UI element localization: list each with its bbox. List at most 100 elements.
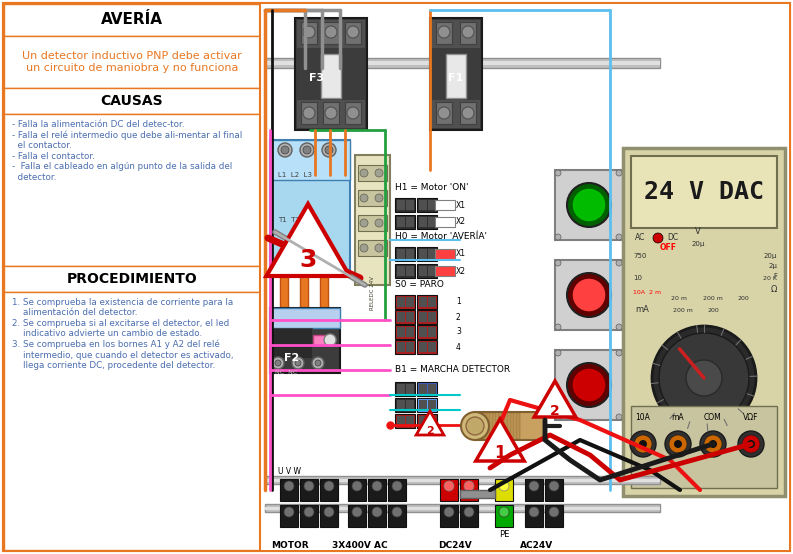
Bar bbox=[555, 350, 623, 420]
Text: 10A  2 m: 10A 2 m bbox=[633, 290, 661, 295]
Circle shape bbox=[438, 26, 450, 38]
Bar bbox=[406, 342, 414, 352]
Bar bbox=[417, 310, 437, 324]
Circle shape bbox=[303, 146, 311, 154]
Circle shape bbox=[444, 507, 454, 517]
Bar bbox=[358, 215, 387, 231]
Bar bbox=[460, 479, 478, 501]
Bar bbox=[460, 22, 476, 44]
Bar bbox=[395, 215, 415, 229]
Bar bbox=[397, 200, 405, 210]
Bar bbox=[406, 249, 414, 259]
Circle shape bbox=[567, 183, 611, 227]
Bar bbox=[397, 327, 405, 337]
Polygon shape bbox=[476, 419, 524, 461]
Text: X1: X1 bbox=[456, 249, 466, 259]
Bar bbox=[623, 148, 785, 496]
Circle shape bbox=[375, 194, 383, 202]
Circle shape bbox=[653, 233, 663, 243]
Bar bbox=[435, 249, 455, 259]
Circle shape bbox=[464, 507, 474, 517]
Bar bbox=[428, 384, 436, 394]
Circle shape bbox=[659, 333, 749, 423]
Bar bbox=[417, 295, 437, 309]
Bar bbox=[280, 505, 298, 527]
Bar bbox=[435, 266, 455, 276]
Bar bbox=[435, 217, 455, 227]
Bar bbox=[504, 413, 508, 439]
Text: T1  T2  T3: T1 T2 T3 bbox=[278, 217, 313, 223]
Text: AC: AC bbox=[635, 233, 646, 243]
Polygon shape bbox=[266, 204, 350, 276]
Bar bbox=[419, 384, 427, 394]
Text: Un detector inductivo PNP debe activar
un circuito de maniobra y no funciona: Un detector inductivo PNP debe activar u… bbox=[22, 51, 242, 73]
Text: CAUSAS: CAUSAS bbox=[101, 94, 163, 108]
Bar bbox=[417, 215, 437, 229]
Bar bbox=[435, 200, 455, 210]
Bar bbox=[270, 308, 340, 328]
Bar bbox=[419, 327, 427, 337]
Bar bbox=[265, 504, 660, 512]
Bar bbox=[417, 340, 437, 354]
Circle shape bbox=[360, 194, 368, 202]
Circle shape bbox=[281, 146, 289, 154]
Bar bbox=[428, 266, 436, 276]
Circle shape bbox=[616, 350, 622, 356]
Circle shape bbox=[300, 253, 314, 267]
Bar bbox=[265, 58, 660, 68]
Text: 200 m: 200 m bbox=[703, 295, 723, 300]
Bar bbox=[460, 102, 476, 124]
Circle shape bbox=[392, 507, 402, 517]
Bar bbox=[270, 308, 340, 373]
Bar bbox=[419, 342, 427, 352]
Circle shape bbox=[278, 143, 292, 157]
Bar bbox=[525, 479, 543, 501]
Circle shape bbox=[444, 481, 454, 491]
Text: - Falla la alimentación DC del detec-tor.
- Falla el relé intermedio que debe al: - Falla la alimentación DC del detec-tor… bbox=[12, 120, 242, 182]
Circle shape bbox=[686, 360, 722, 396]
Circle shape bbox=[284, 481, 294, 491]
Bar bbox=[4, 292, 260, 550]
Bar bbox=[428, 297, 436, 307]
Bar bbox=[397, 217, 405, 227]
Text: X2: X2 bbox=[456, 266, 466, 275]
Bar bbox=[419, 249, 427, 259]
Circle shape bbox=[466, 417, 484, 435]
Circle shape bbox=[572, 368, 606, 402]
Bar bbox=[432, 20, 480, 48]
Bar bbox=[358, 240, 387, 256]
Text: 2: 2 bbox=[456, 312, 461, 321]
Text: COM: COM bbox=[704, 413, 722, 423]
Bar bbox=[555, 260, 623, 330]
Text: 200 m: 200 m bbox=[673, 307, 693, 312]
Text: 200: 200 bbox=[708, 307, 720, 312]
Bar bbox=[631, 156, 777, 228]
Circle shape bbox=[652, 326, 756, 430]
Bar bbox=[406, 400, 414, 410]
Bar bbox=[397, 297, 405, 307]
Bar bbox=[516, 413, 520, 439]
Bar bbox=[397, 400, 405, 410]
Circle shape bbox=[529, 481, 539, 491]
Bar bbox=[406, 217, 414, 227]
Bar bbox=[495, 479, 513, 501]
Bar bbox=[440, 479, 458, 501]
Circle shape bbox=[324, 507, 334, 517]
Bar bbox=[265, 507, 660, 510]
Bar bbox=[428, 249, 436, 259]
Bar bbox=[397, 342, 405, 352]
Circle shape bbox=[438, 107, 450, 119]
Text: DC24V: DC24V bbox=[438, 541, 472, 550]
Bar bbox=[525, 505, 543, 527]
Bar bbox=[417, 398, 437, 412]
Text: 20µ: 20µ bbox=[691, 241, 705, 247]
Bar bbox=[280, 479, 298, 501]
Text: X1: X1 bbox=[456, 201, 466, 209]
Circle shape bbox=[281, 256, 289, 264]
Bar bbox=[368, 505, 386, 527]
Bar bbox=[419, 200, 427, 210]
Circle shape bbox=[674, 440, 682, 448]
Circle shape bbox=[616, 324, 622, 330]
Circle shape bbox=[462, 26, 474, 38]
Text: PE: PE bbox=[499, 530, 509, 539]
